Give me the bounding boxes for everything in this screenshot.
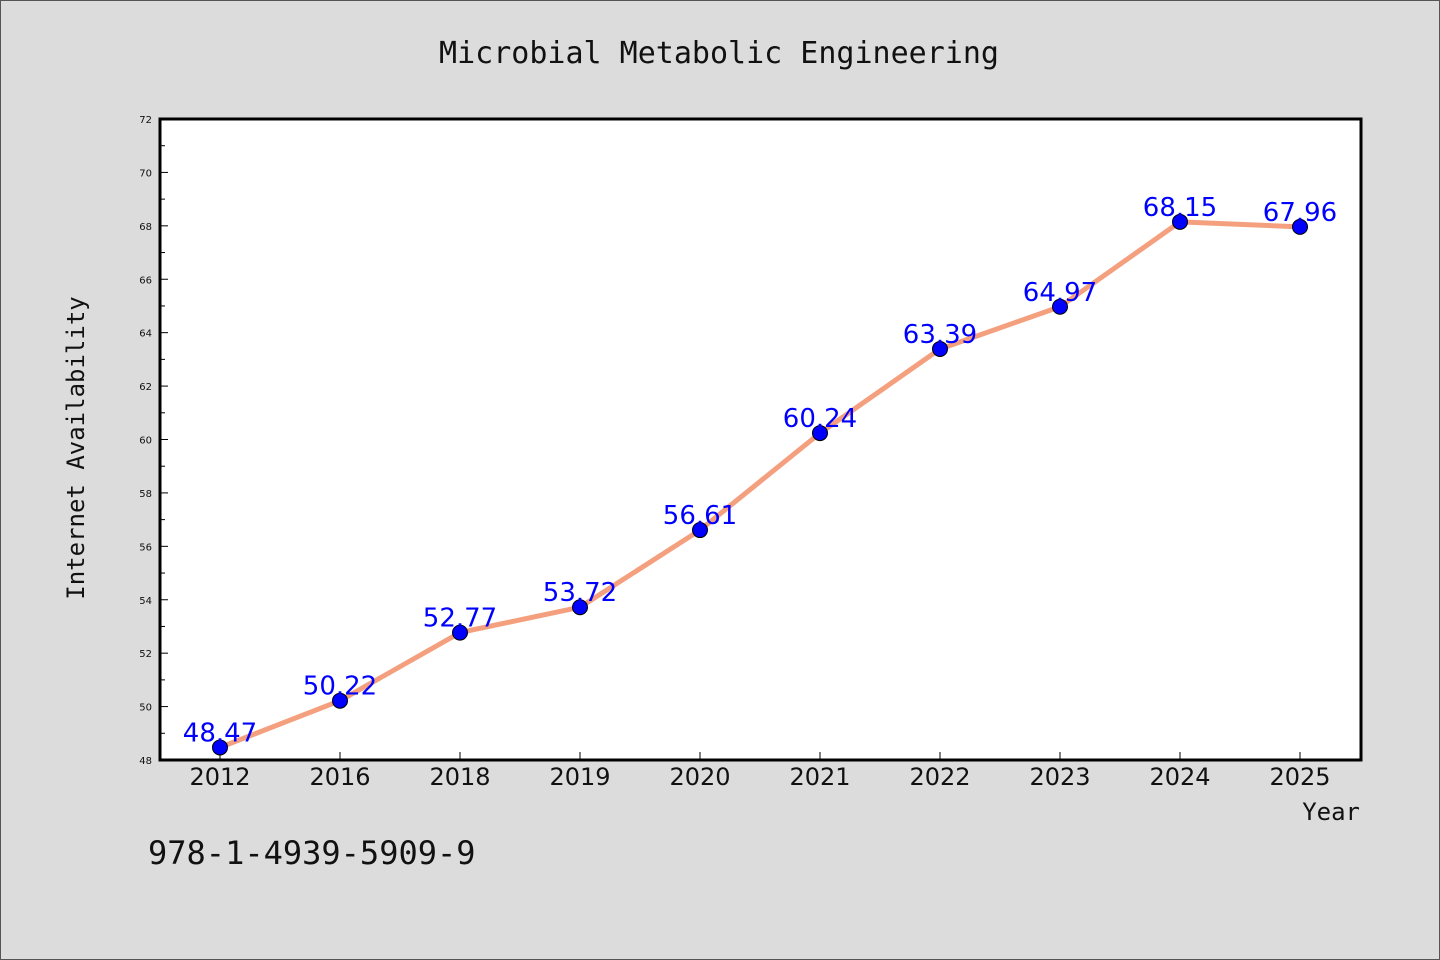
data-label: 53.72 [543, 578, 617, 608]
x-axis-label: Year [1302, 798, 1360, 826]
y-tick-label: 48 [139, 756, 152, 767]
plot-area [158, 117, 1363, 762]
data-point [1292, 218, 1308, 235]
data-point [212, 739, 228, 756]
series-line [217, 219, 1303, 750]
data-label: 50.22 [303, 672, 377, 702]
data-point [932, 340, 948, 357]
data-label: 48.47 [183, 718, 257, 748]
data-label: 56.61 [663, 501, 737, 531]
y-tick-label: 54 [139, 596, 152, 607]
y-tick-label: 60 [139, 436, 152, 447]
y-tick-label: 58 [139, 489, 152, 500]
x-axis: 2012 2016 2018 2019 2020 2021 2022 2023 2024 2025 [189, 752, 1331, 791]
x-tick-label: 2024 [1149, 763, 1210, 791]
data-point [332, 692, 348, 709]
data-point [692, 522, 708, 539]
data-point [452, 624, 468, 641]
x-tick-label: 2018 [429, 763, 490, 791]
y-tick-label: 56 [139, 542, 152, 553]
y-axis: 48 50 52 54 56 58 60 62 64 66 68 70 72 [139, 115, 168, 767]
x-tick-label: 2022 [909, 763, 970, 791]
data-label: 52.77 [423, 604, 497, 634]
data-label: 60.24 [783, 404, 857, 434]
y-axis-label: Internet Availability [62, 296, 90, 599]
data-label: 67.96 [1263, 198, 1337, 228]
x-tick-label: 2016 [309, 763, 370, 791]
y-tick-label: 68 [139, 222, 152, 233]
x-tick-label: 2021 [789, 763, 850, 791]
isbn-text: 978-1-4939-5909-9 [148, 834, 476, 872]
y-tick-label: 72 [139, 115, 152, 126]
x-tick-label: 2025 [1269, 763, 1330, 791]
data-point [1052, 298, 1068, 315]
x-tick-label: 2020 [669, 763, 730, 791]
x-tick-label: 2012 [189, 763, 250, 791]
y-tick-label: 70 [139, 168, 152, 179]
data-point [812, 425, 828, 442]
y-tick-label: 66 [139, 275, 152, 286]
data-labels: 48.47 50.22 52.77 53.72 56.61 60.24 63.39 64.97… [183, 193, 1337, 749]
data-label: 68.15 [1143, 193, 1217, 223]
y-tick-label: 50 [139, 703, 152, 714]
y-tick-label: 62 [139, 382, 152, 393]
data-markers [212, 213, 1308, 756]
data-series [217, 219, 1303, 750]
data-point [572, 599, 588, 616]
y-tick-label: 52 [139, 649, 152, 660]
x-tick-label: 2023 [1029, 763, 1090, 791]
data-label: 64.97 [1023, 278, 1097, 308]
data-label: 63.39 [903, 320, 977, 350]
y-tick-label: 64 [139, 329, 152, 340]
chart-title: Microbial Metabolic Engineering [439, 36, 999, 71]
x-tick-label: 2019 [549, 763, 610, 791]
data-point [1172, 213, 1188, 230]
